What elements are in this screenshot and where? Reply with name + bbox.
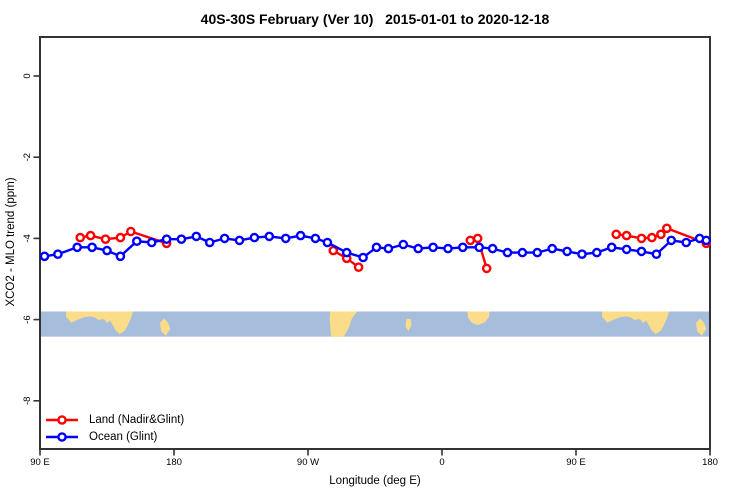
map-strip-ocean bbox=[40, 311, 710, 337]
map-strip-land-new-zealand bbox=[159, 318, 171, 336]
legend-label-ocean: Ocean (Glint) bbox=[89, 431, 158, 443]
ocean-series-point bbox=[264, 231, 275, 242]
ocean-series-point bbox=[371, 242, 382, 253]
ocean-series-point bbox=[577, 249, 587, 259]
ocean-series-point bbox=[146, 237, 157, 248]
ocean-series-point bbox=[39, 251, 50, 262]
ocean-series-point bbox=[310, 233, 321, 244]
y-tick-label-4: -8 bbox=[22, 397, 33, 405]
ocean-series-point bbox=[428, 242, 438, 253]
ocean-series-point bbox=[666, 235, 677, 246]
land-series-point bbox=[611, 229, 622, 240]
ocean-series-point bbox=[443, 243, 453, 254]
ocean-series-point bbox=[72, 242, 82, 253]
ocean-series-point bbox=[161, 234, 172, 244]
x-tick-label-5: 180 bbox=[702, 457, 718, 468]
ocean-series-point bbox=[102, 245, 112, 256]
ocean-series-point bbox=[487, 243, 498, 254]
ocean-series-point bbox=[651, 249, 662, 259]
ocean-series-point bbox=[176, 234, 187, 244]
ocean-series-point bbox=[547, 243, 558, 254]
ocean-series-point bbox=[681, 237, 692, 248]
ocean-series-point bbox=[636, 246, 647, 257]
land-series-point bbox=[636, 233, 647, 244]
legend: Land (Nadir&Glint) Ocean (Glint) bbox=[44, 412, 184, 445]
ocean-series-line bbox=[43, 234, 708, 259]
land-series-point bbox=[115, 232, 126, 243]
map-strip-land-africa bbox=[467, 311, 490, 326]
land-series-point bbox=[328, 245, 339, 256]
x-tick-label-4: 90 E bbox=[566, 457, 586, 468]
land-series-point bbox=[100, 234, 111, 244]
ocean-series-point bbox=[115, 251, 126, 262]
ocean-series-point bbox=[87, 242, 97, 253]
ocean-series-point bbox=[502, 247, 513, 258]
map-strip-land-australia-2 bbox=[602, 311, 670, 335]
x-tick-label-2: 90 W bbox=[297, 457, 319, 468]
ocean-series-point bbox=[322, 237, 333, 248]
map-strip-land-atlantic-island bbox=[405, 319, 412, 332]
y-tick-label-2: -4 bbox=[22, 234, 33, 242]
y-tick-label-3: -6 bbox=[22, 315, 33, 323]
land-series-point bbox=[472, 233, 483, 244]
ocean-series-point bbox=[383, 243, 394, 254]
ocean-series-point bbox=[562, 246, 572, 257]
land-series-point bbox=[85, 230, 96, 241]
land-series-point bbox=[75, 232, 85, 243]
ocean-series-point bbox=[358, 252, 368, 263]
ocean-series-point bbox=[219, 233, 230, 244]
ocean-series-point bbox=[457, 242, 468, 253]
ocean-series-legend-marker-icon bbox=[46, 432, 78, 442]
y-tick-label-0: 0 bbox=[22, 73, 33, 78]
ocean-series-point bbox=[398, 239, 409, 250]
land-series-point bbox=[481, 263, 492, 274]
land-series-point bbox=[656, 229, 666, 240]
ocean-series-point bbox=[592, 247, 602, 258]
ocean-series-point bbox=[701, 235, 712, 246]
ocean-series-point bbox=[341, 247, 352, 258]
land-series-point bbox=[353, 262, 364, 273]
y-tick-label-1: -2 bbox=[22, 153, 33, 161]
ocean-series-point bbox=[532, 247, 543, 258]
legend-item-land: Land (Nadir&Glint) bbox=[44, 412, 184, 428]
ocean-series-point bbox=[606, 242, 617, 253]
ocean-series-point bbox=[413, 243, 424, 254]
ocean-series-point bbox=[131, 236, 142, 246]
ocean-series-point bbox=[621, 244, 632, 255]
land-series-point bbox=[621, 230, 632, 241]
ocean-series-point bbox=[204, 237, 215, 248]
ocean-series-point bbox=[517, 247, 528, 258]
ocean-series-point bbox=[234, 235, 245, 246]
x-tick-label-0: 90 E bbox=[30, 457, 50, 468]
ocean-series-point bbox=[249, 232, 260, 243]
x-tick-label-1: 180 bbox=[166, 457, 182, 468]
land-series-legend-marker-icon bbox=[46, 415, 78, 425]
x-axis-label: Longitude (deg E) bbox=[329, 475, 421, 487]
map-strip-land-new-zealand-2 bbox=[695, 318, 707, 336]
land-series-point bbox=[126, 226, 136, 237]
land-series-point bbox=[662, 223, 672, 234]
ocean-series-point bbox=[191, 231, 202, 242]
chart-title: 40S-30S February (Ver 10) 2015-01-01 to … bbox=[200, 11, 550, 27]
ocean-series-point bbox=[474, 242, 485, 253]
land-series-point bbox=[465, 235, 476, 246]
ocean-series-point bbox=[295, 230, 306, 241]
land-series-point bbox=[647, 232, 657, 243]
ocean-series-point bbox=[280, 233, 291, 244]
legend-item-ocean: Ocean (Glint) bbox=[44, 429, 184, 445]
legend-label-land: Land (Nadir&Glint) bbox=[89, 414, 185, 426]
map-strip-land-south-america bbox=[329, 311, 358, 337]
ocean-series-point bbox=[53, 249, 63, 259]
map-strip-land-australia bbox=[66, 311, 134, 335]
x-tick-label-3: 0 bbox=[439, 457, 444, 468]
